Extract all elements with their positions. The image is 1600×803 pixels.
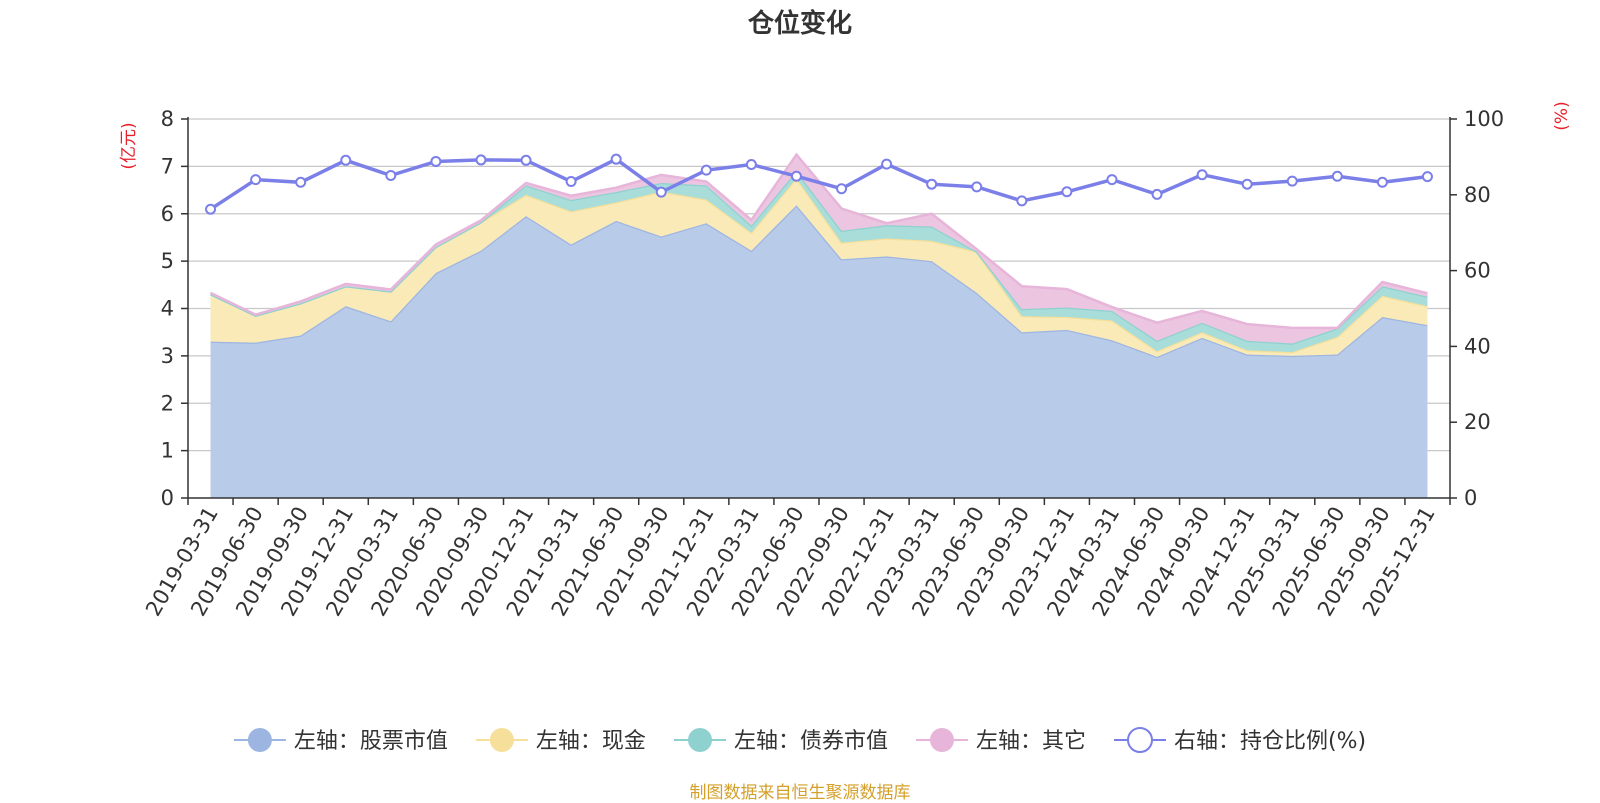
ratio-line-point [1106, 174, 1118, 186]
ratio-line-point [836, 183, 848, 195]
ratio-line-point [520, 154, 532, 166]
right-axis-tick-label: 60 [1464, 259, 1491, 283]
legend-label: 左轴：现金 [536, 729, 646, 754]
left-axis-tick-label: 0 [161, 486, 174, 510]
area-series-4 [210, 154, 1428, 344]
legend-label: 左轴：债券市值 [734, 729, 888, 754]
ratio-line-point [1331, 170, 1343, 182]
ratio-line-point [340, 154, 352, 166]
left-axis-unit-label: (亿元) [119, 122, 139, 169]
chart-title: 仓位变化 [747, 8, 852, 39]
ratio-line-point [971, 181, 983, 193]
source-footnote: 制图数据来自恒生聚源数据库 [689, 783, 911, 803]
ratio-line-path [209, 157, 1428, 211]
legend-item: 左轴：其它 [916, 728, 1086, 754]
ratio-line-point [1061, 186, 1073, 198]
ratio-line-point [1196, 169, 1208, 181]
legend-item: 左轴：债券市值 [674, 728, 888, 754]
legend-item: 右轴：持仓比例(%) [1114, 727, 1366, 754]
holding-ratio-line [205, 153, 1433, 215]
left-axis-tick-label: 3 [161, 344, 174, 368]
ratio-line-point [790, 170, 802, 182]
right-axis-tick-label: 0 [1464, 486, 1477, 510]
left-axis-tick-label: 7 [161, 154, 174, 178]
ratio-line-point [881, 158, 893, 170]
ratio-line-point [1376, 176, 1388, 188]
legend-marker [930, 728, 954, 752]
area-series-1 [210, 205, 1428, 498]
ratio-line-point [205, 203, 217, 215]
legend-marker [1127, 727, 1153, 753]
ratio-line-point [655, 186, 667, 198]
ratio-line-point [745, 158, 757, 170]
ratio-line-point [565, 176, 577, 188]
ratio-line-point [1286, 175, 1298, 187]
ratio-line-point [250, 174, 262, 186]
legend-marker [489, 728, 514, 752]
ratio-line-point [475, 154, 487, 166]
ratio-line-point [1016, 195, 1028, 207]
legend-item: 左轴：股票市值 [233, 728, 448, 754]
ratio-line-point [610, 153, 622, 165]
legend: 左轴：股票市值 左轴：现金 左轴：债券市值 左轴：其它 右轴：持仓比例(%) [233, 727, 1366, 754]
ratio-line-point [385, 169, 397, 181]
legend-label: 左轴：其它 [976, 729, 1086, 754]
stacked-areas [209, 152, 1428, 498]
ratio-line-point [926, 178, 938, 190]
legend-item: 左轴：现金 [475, 728, 646, 754]
ratio-line-point [1241, 178, 1253, 190]
ratio-line-point [1421, 171, 1433, 183]
right-axis-tick-label: 80 [1464, 183, 1491, 207]
right-axis-tick-label: 20 [1464, 410, 1491, 434]
ratio-line-point [1151, 188, 1163, 200]
left-axis-tick-label: 6 [161, 202, 174, 226]
legend-label: 左轴：股票市值 [294, 729, 448, 754]
legend-marker [688, 728, 712, 752]
right-axis-unit-label: (%) [1552, 101, 1572, 130]
ratio-line-point [295, 176, 307, 188]
area-series-3 [210, 171, 1428, 353]
legend-marker [247, 728, 272, 752]
left-axis-tick-label: 5 [161, 249, 174, 273]
ratio-line-point [430, 155, 442, 167]
left-axis-tick-label: 8 [161, 107, 174, 131]
left-axis-tick-label: 4 [161, 297, 174, 321]
left-axis-tick-label: 2 [161, 391, 174, 415]
right-axis-tick-label: 40 [1464, 334, 1491, 358]
ratio-line-point [700, 164, 712, 176]
legend-label: 右轴：持仓比例(%) [1174, 729, 1366, 754]
left-axis-tick-label: 1 [161, 439, 174, 463]
right-axis-tick-label: 100 [1464, 107, 1504, 131]
area-series-2 [210, 178, 1428, 357]
